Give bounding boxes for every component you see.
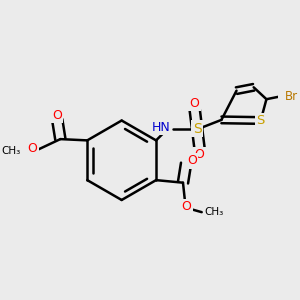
Text: O: O — [187, 154, 196, 167]
Text: O: O — [182, 200, 191, 213]
Text: S: S — [193, 122, 202, 136]
Text: S: S — [256, 114, 265, 127]
Text: O: O — [190, 97, 200, 110]
Text: O: O — [27, 142, 37, 155]
Text: CH₃: CH₃ — [204, 207, 224, 217]
Text: CH₃: CH₃ — [1, 146, 21, 156]
Text: O: O — [195, 148, 205, 161]
Text: O: O — [52, 109, 62, 122]
Text: HN: HN — [152, 121, 171, 134]
Text: Br: Br — [285, 90, 298, 103]
